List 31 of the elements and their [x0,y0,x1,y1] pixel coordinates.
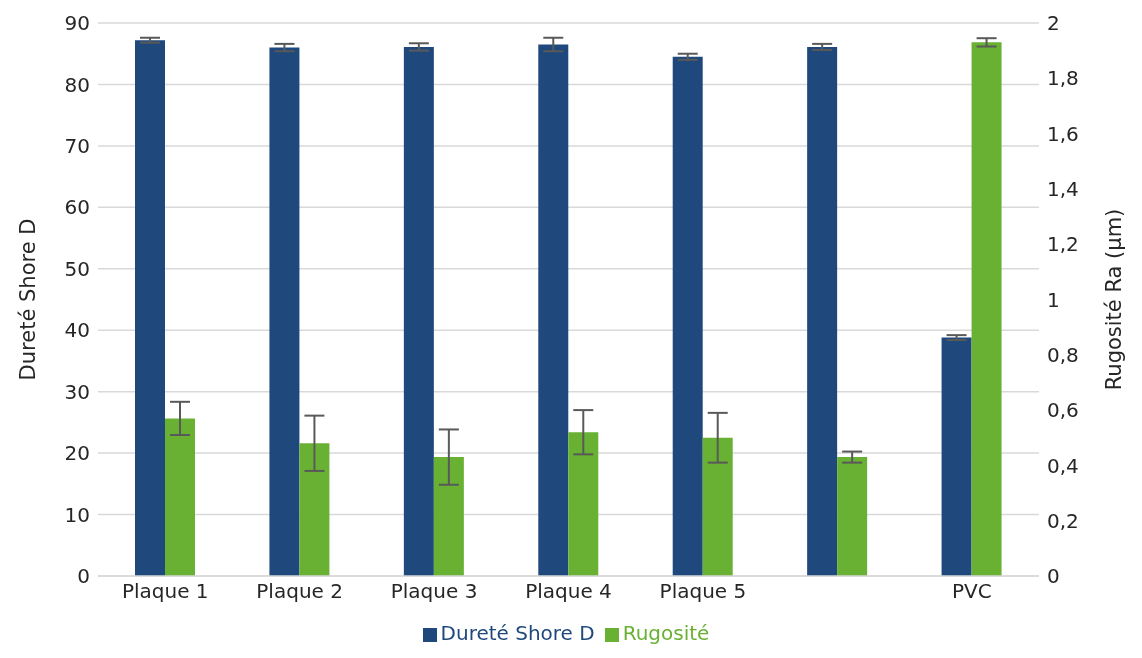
x-tick-label: Plaque 4 [525,579,612,604]
y2-tick-label: 1,8 [1047,66,1079,91]
y2-tick-label: 1 [1047,287,1060,312]
y2-tick-label: 1,6 [1047,121,1079,146]
x-tick-label: Plaque 3 [390,579,478,604]
y-axis-title: Dureté Shore D [16,218,41,381]
y-tick-label: 80 [64,72,90,97]
y-tick-label: 60 [64,195,90,220]
legend-label: Rugosité [622,621,710,645]
y-tick-label: 20 [64,441,90,466]
y2-tick-label: 0 [1047,564,1060,589]
y-tick-label: 30 [64,379,90,404]
y2-tick-label: 0,8 [1047,342,1079,367]
y2-tick-label: 0,4 [1047,453,1079,478]
y2-tick-label: 0,2 [1047,508,1079,533]
legend-label: Dureté Shore D [440,621,595,645]
y-tick-label: 50 [64,256,90,281]
y-tick-label: 0 [77,564,90,589]
y-tick-label: 90 [64,11,90,36]
y-tick-label: 10 [64,502,90,527]
y2-tick-label: 1,2 [1047,232,1079,257]
y2-axis-title: Rugosité Ra (µm) [1102,208,1127,391]
x-tick-label: Plaque 2 [256,579,343,604]
x-tick-label: PVC [951,579,992,604]
y-tick-label: 40 [64,318,90,343]
y2-tick-label: 1,4 [1047,177,1079,201]
y2-tick-label: 0,6 [1047,398,1079,423]
x-tick-label: Plaque 1 [121,579,209,604]
x-tick-label: Plaque 5 [659,579,747,604]
y2-tick-label: 2 [1047,11,1060,36]
y-tick-label: 70 [64,133,90,158]
